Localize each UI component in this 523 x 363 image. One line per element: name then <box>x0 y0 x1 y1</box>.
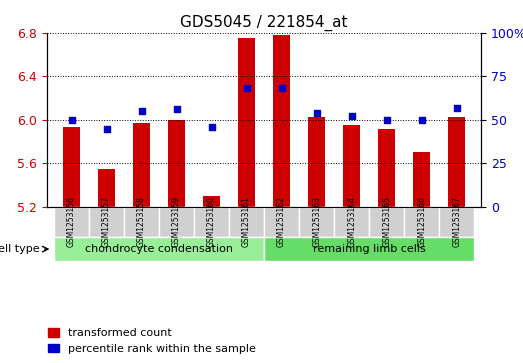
FancyBboxPatch shape <box>264 207 299 237</box>
Point <box>417 117 426 123</box>
Text: chondrocyte condensation: chondrocyte condensation <box>85 244 233 254</box>
FancyBboxPatch shape <box>439 207 474 237</box>
Text: GSM1253165: GSM1253165 <box>382 196 391 247</box>
Text: GSM1253157: GSM1253157 <box>102 196 111 247</box>
FancyBboxPatch shape <box>194 207 229 237</box>
Bar <box>133 123 150 207</box>
Bar <box>448 117 465 207</box>
FancyBboxPatch shape <box>404 207 439 237</box>
FancyBboxPatch shape <box>89 207 124 237</box>
Text: GSM1253164: GSM1253164 <box>347 196 356 247</box>
Text: GSM1253160: GSM1253160 <box>207 196 216 247</box>
FancyBboxPatch shape <box>369 207 404 237</box>
Text: cell type: cell type <box>0 244 40 254</box>
Bar <box>308 117 325 207</box>
Bar <box>343 125 360 207</box>
Point <box>382 117 391 123</box>
Bar <box>413 152 430 207</box>
Bar <box>378 129 395 207</box>
Point <box>173 106 181 112</box>
Text: remaining limb cells: remaining limb cells <box>313 244 426 254</box>
FancyBboxPatch shape <box>54 207 89 237</box>
Point <box>347 113 356 119</box>
Bar <box>238 38 255 207</box>
Point <box>103 126 111 131</box>
Point <box>67 117 76 123</box>
FancyBboxPatch shape <box>299 207 334 237</box>
Text: GSM1253159: GSM1253159 <box>172 196 181 247</box>
Bar <box>98 169 116 207</box>
Point <box>243 86 251 91</box>
Legend: transformed count, percentile rank within the sample: transformed count, percentile rank withi… <box>48 328 256 354</box>
Point <box>312 110 321 116</box>
Text: GSM1253167: GSM1253167 <box>452 196 461 247</box>
Text: GSM1253158: GSM1253158 <box>137 196 146 247</box>
Bar <box>273 35 290 207</box>
Bar <box>203 196 220 207</box>
FancyBboxPatch shape <box>334 207 369 237</box>
Text: GSM1253162: GSM1253162 <box>277 196 286 247</box>
Bar <box>63 127 81 207</box>
Point <box>208 124 216 130</box>
Bar <box>168 120 185 207</box>
Point <box>138 108 146 114</box>
Text: GSM1253166: GSM1253166 <box>417 196 426 247</box>
Title: GDS5045 / 221854_at: GDS5045 / 221854_at <box>180 15 348 31</box>
Point <box>277 86 286 91</box>
FancyBboxPatch shape <box>159 207 194 237</box>
Text: GSM1253163: GSM1253163 <box>312 196 321 247</box>
FancyBboxPatch shape <box>229 207 264 237</box>
FancyBboxPatch shape <box>124 207 159 237</box>
Point <box>452 105 461 110</box>
Text: GSM1253156: GSM1253156 <box>67 196 76 247</box>
FancyBboxPatch shape <box>264 237 474 261</box>
Text: GSM1253161: GSM1253161 <box>242 196 251 247</box>
FancyBboxPatch shape <box>54 237 264 261</box>
